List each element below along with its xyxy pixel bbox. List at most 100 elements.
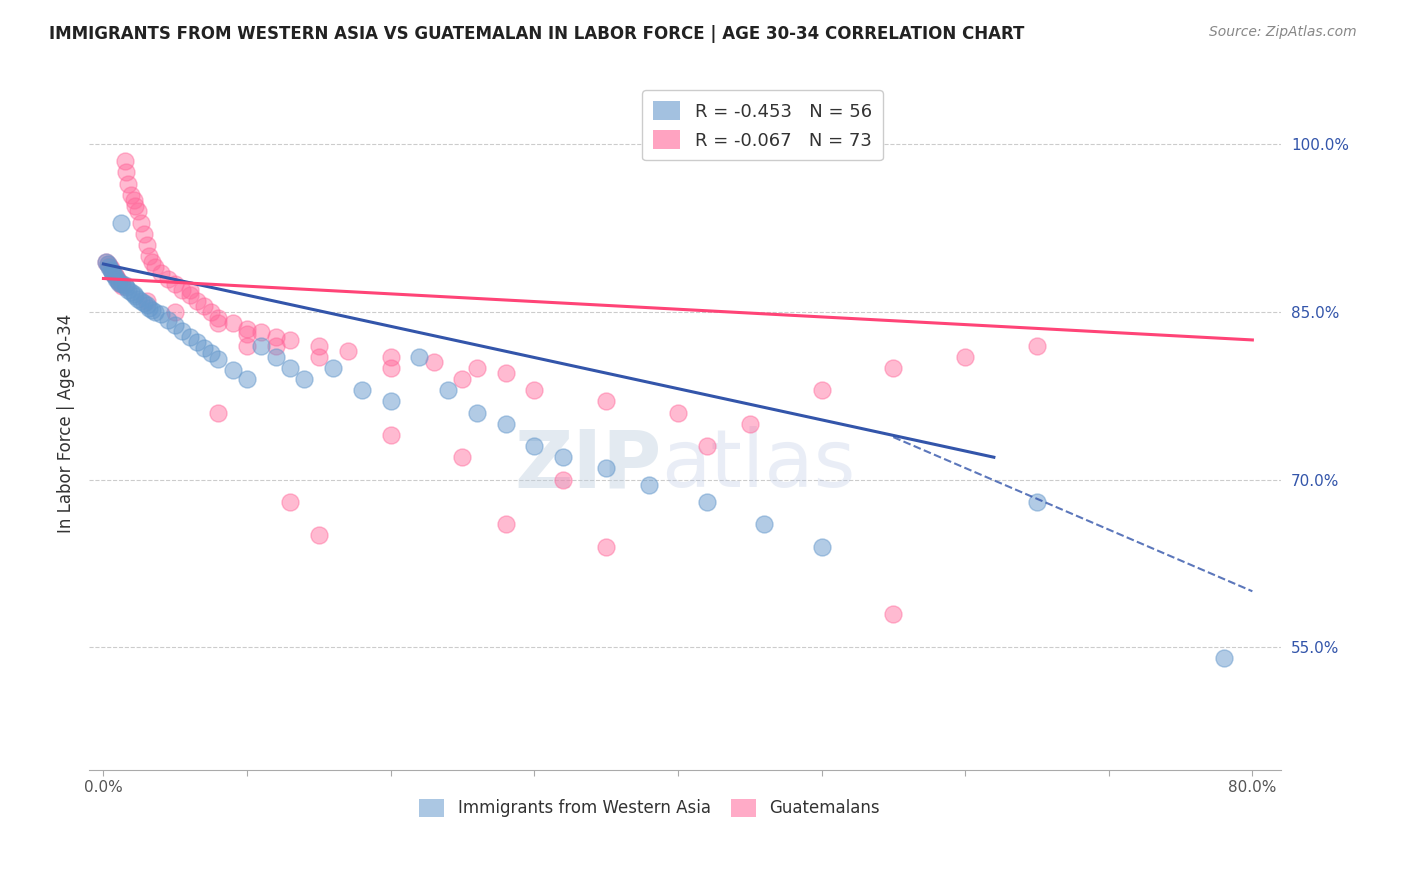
Point	[149, 307, 172, 321]
Point	[193, 341, 215, 355]
Point	[165, 305, 187, 319]
Point	[350, 383, 373, 397]
Point	[101, 263, 124, 277]
Point	[138, 249, 160, 263]
Point	[141, 254, 163, 268]
Point	[111, 277, 134, 291]
Text: ZIP: ZIP	[515, 426, 661, 504]
Point	[1212, 651, 1234, 665]
Point	[322, 360, 344, 375]
Text: atlas: atlas	[661, 426, 856, 504]
Point	[207, 310, 229, 325]
Point	[135, 298, 157, 312]
Point	[523, 383, 546, 397]
Point	[336, 344, 359, 359]
Point	[207, 316, 229, 330]
Point	[120, 285, 142, 299]
Point	[186, 293, 208, 308]
Point	[451, 450, 474, 465]
Point	[103, 266, 125, 280]
Point	[495, 517, 517, 532]
Point	[294, 372, 316, 386]
Point	[165, 277, 187, 291]
Point	[278, 333, 301, 347]
Point	[117, 283, 139, 297]
Point	[264, 350, 287, 364]
Point	[127, 204, 149, 219]
Point	[114, 278, 136, 293]
Text: Source: ZipAtlas.com: Source: ZipAtlas.com	[1209, 25, 1357, 39]
Point	[117, 177, 139, 191]
Point	[122, 287, 145, 301]
Point	[810, 540, 832, 554]
Point	[495, 367, 517, 381]
Point	[1026, 495, 1049, 509]
Point	[172, 324, 194, 338]
Point	[100, 262, 122, 277]
Point	[105, 270, 128, 285]
Point	[96, 254, 118, 268]
Point	[129, 293, 152, 308]
Point	[523, 439, 546, 453]
Point	[221, 316, 243, 330]
Point	[124, 199, 146, 213]
Point	[193, 300, 215, 314]
Point	[696, 495, 718, 509]
Point	[179, 283, 201, 297]
Point	[101, 265, 124, 279]
Point	[179, 329, 201, 343]
Point	[236, 372, 259, 386]
Point	[105, 271, 128, 285]
Point	[595, 461, 617, 475]
Point	[595, 394, 617, 409]
Point	[882, 360, 904, 375]
Point	[107, 272, 129, 286]
Point	[107, 274, 129, 288]
Point	[138, 301, 160, 315]
Point	[250, 325, 273, 339]
Point	[308, 350, 330, 364]
Point	[135, 293, 157, 308]
Point	[278, 495, 301, 509]
Point	[124, 289, 146, 303]
Point	[666, 405, 689, 419]
Point	[236, 338, 259, 352]
Point	[132, 296, 155, 310]
Point	[207, 405, 229, 419]
Point	[143, 305, 166, 319]
Point	[380, 350, 402, 364]
Point	[551, 450, 574, 465]
Point	[423, 355, 446, 369]
Point	[1026, 338, 1049, 352]
Point	[308, 528, 330, 542]
Point	[264, 338, 287, 352]
Point	[465, 360, 488, 375]
Point	[953, 350, 976, 364]
Point	[186, 335, 208, 350]
Point	[132, 227, 155, 241]
Point	[696, 439, 718, 453]
Point	[149, 266, 172, 280]
Point	[114, 154, 136, 169]
Point	[108, 275, 131, 289]
Point	[278, 360, 301, 375]
Point	[408, 350, 430, 364]
Point	[96, 254, 118, 268]
Point	[437, 383, 460, 397]
Point	[110, 277, 132, 291]
Point	[108, 276, 131, 290]
Point	[380, 394, 402, 409]
Point	[157, 271, 180, 285]
Point	[165, 318, 187, 333]
Point	[97, 257, 120, 271]
Point	[157, 313, 180, 327]
Point	[250, 338, 273, 352]
Point	[127, 292, 149, 306]
Point	[172, 283, 194, 297]
Point	[752, 517, 775, 532]
Point	[451, 372, 474, 386]
Point	[110, 216, 132, 230]
Point	[465, 405, 488, 419]
Point	[179, 288, 201, 302]
Point	[264, 329, 287, 343]
